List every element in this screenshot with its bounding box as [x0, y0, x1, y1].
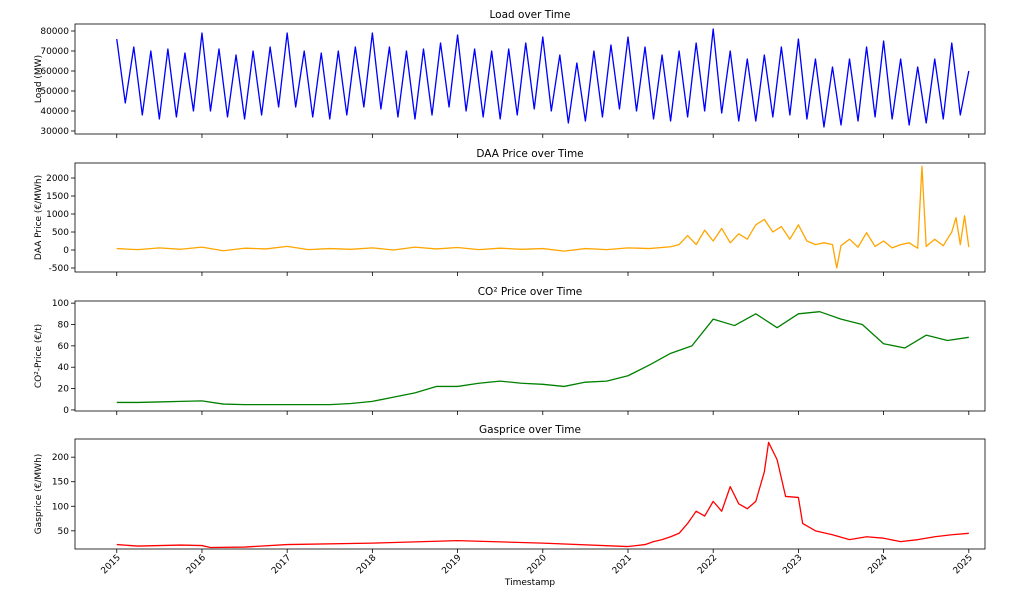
y-tick-label: 0	[63, 406, 69, 416]
y-tick-label: 1000	[46, 210, 69, 220]
y-tick-label: 20	[58, 385, 70, 395]
y-tick-label: 60000	[40, 67, 69, 77]
x-tick-label: 2020	[526, 553, 549, 576]
chart-title: Gasprice over Time	[479, 424, 581, 436]
axes-frame	[74, 438, 986, 550]
x-tick-label: 2025	[952, 553, 975, 576]
y-tick-label: 100	[52, 502, 69, 512]
y-tick-label: 70000	[40, 47, 69, 57]
x-axis-label: Timestamp	[504, 578, 556, 588]
y-tick-label: 1500	[46, 192, 69, 202]
chart-title: CO² Price over Time	[478, 286, 583, 298]
y-tick-label: 0	[63, 246, 69, 256]
series-line	[116, 441, 969, 549]
y-tick-label: 200	[52, 453, 69, 463]
chart-title: Load over Time	[490, 9, 571, 21]
y-tick-label: 50000	[40, 87, 69, 97]
y-axis-label: CO²-Price (€/t)	[34, 324, 44, 388]
y-tick-label: -500	[49, 264, 70, 274]
x-tick-label: 2017	[270, 553, 293, 576]
y-tick-label: 50	[58, 527, 70, 537]
series-line	[116, 165, 970, 269]
x-tick-label: 2019	[440, 553, 463, 576]
axes-frame	[74, 162, 986, 273]
y-tick-label: 150	[52, 478, 69, 488]
y-tick-label: 2000	[46, 174, 69, 184]
x-tick-label: 2016	[185, 553, 208, 576]
x-tick-label: 2023	[781, 553, 804, 576]
x-tick-label: 2022	[696, 553, 719, 576]
y-tick-label: 80000	[40, 27, 69, 37]
y-axis-label: DAA Price (€/MWh)	[34, 175, 44, 260]
y-tick-label: 40000	[40, 107, 69, 117]
series-line	[116, 311, 969, 406]
y-tick-label: 80	[58, 320, 70, 330]
x-tick-label: 2018	[355, 553, 378, 576]
chart-title: DAA Price over Time	[476, 148, 583, 160]
axes-frame	[74, 300, 986, 412]
y-axis-label: Load (MW)	[34, 55, 44, 103]
y-tick-label: 100	[52, 299, 69, 309]
x-tick-label: 2024	[866, 553, 889, 576]
y-axis-label: Gasprice (€/MWh)	[34, 454, 44, 535]
axes-frame	[74, 23, 986, 135]
y-tick-label: 60	[58, 342, 70, 352]
series-line	[116, 28, 970, 128]
y-tick-label: 500	[52, 228, 69, 238]
y-tick-label: 30000	[40, 127, 69, 137]
x-tick-label: 2015	[100, 553, 123, 576]
x-tick-label: 2021	[611, 553, 634, 576]
y-tick-label: 40	[58, 363, 70, 373]
